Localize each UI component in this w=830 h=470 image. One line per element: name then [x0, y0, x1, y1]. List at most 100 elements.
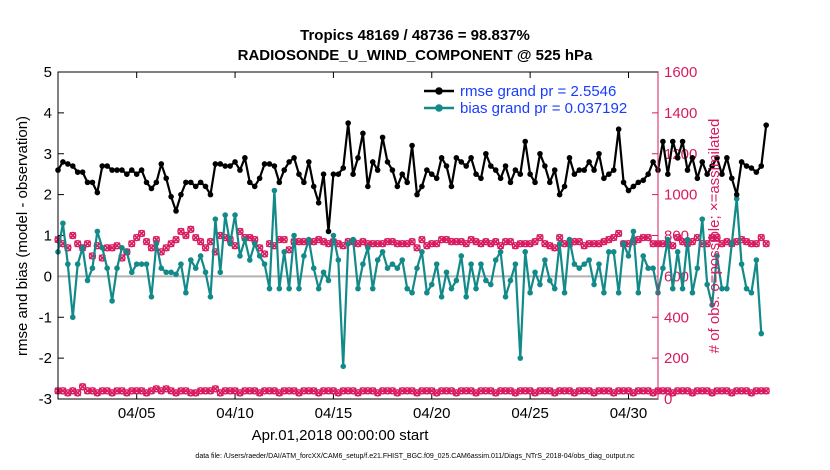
bias-point [84, 277, 91, 284]
obs-assimilated-point [83, 240, 92, 248]
x-tick-label: 04/20 [413, 405, 451, 422]
bias-point [561, 289, 568, 296]
rmse-point [625, 187, 632, 194]
bias-point [650, 265, 656, 272]
bias-point [522, 249, 529, 255]
y-axis-right-label: # of obs: o=possible; ×=assimilated [706, 119, 723, 354]
obs-possible-point [442, 387, 451, 395]
rmse-point [635, 179, 642, 186]
rmse-point [286, 159, 292, 165]
bias-point [620, 240, 627, 247]
rmse-point [192, 183, 199, 190]
obs-possible-point [614, 387, 623, 395]
obs-possible-point [73, 239, 82, 248]
obs-possible-point [241, 387, 249, 395]
bias-point [601, 289, 607, 296]
rmse-point [517, 171, 524, 177]
rmse-point [143, 179, 150, 186]
bias-point [281, 249, 288, 255]
rmse-point [138, 167, 145, 173]
bias-point [547, 277, 553, 284]
x-axis-ticks: 04/05 04/10 04/15 04/20 04/25 04/30 [118, 72, 647, 422]
bias-point [217, 269, 224, 276]
rmse-point [576, 167, 583, 173]
bias-point [350, 236, 356, 243]
bias-point [551, 285, 558, 292]
obs-possible-point [83, 239, 92, 248]
rmse-point [719, 171, 725, 177]
y-tick-label: 5 [44, 64, 52, 81]
rmse-point [148, 185, 155, 192]
rmse-point [433, 175, 440, 182]
obs-assimilated-point [182, 231, 190, 240]
bias-point [301, 253, 307, 259]
x-tick-label: 04/25 [511, 405, 549, 422]
rmse-point [320, 171, 327, 177]
rmse-point [114, 167, 120, 173]
bias-point [173, 271, 179, 278]
obs-possible-point [423, 387, 431, 395]
rmse-point [212, 161, 219, 167]
y-right-tick-label: 1600 [664, 64, 697, 81]
obs-assimilated-point [69, 231, 77, 240]
bias-point [758, 330, 765, 337]
obs-possible-point [113, 242, 121, 250]
bias-point [251, 240, 258, 247]
obs-assimilated-point [187, 225, 195, 233]
rmse-point [281, 167, 288, 173]
bias-point [119, 244, 125, 251]
rmse-point [197, 179, 204, 186]
rmse-point [158, 161, 165, 167]
rmse-point [355, 155, 361, 161]
bias-point [424, 289, 430, 296]
obs-possible-point [196, 237, 205, 246]
obs-possible-point [383, 237, 392, 246]
bias-point [625, 253, 632, 259]
obs-possible-point [113, 387, 121, 395]
rmse-point [109, 167, 115, 173]
bias-point [586, 257, 592, 263]
bias-point [542, 257, 548, 263]
rmse-point [276, 179, 283, 186]
rmse-point [168, 193, 174, 200]
obs-possible-point [585, 239, 593, 248]
obs-possible-point [187, 389, 195, 397]
bias-point [458, 253, 465, 259]
obs-possible-point [575, 387, 584, 395]
rmse-point [266, 161, 273, 167]
plot-area [58, 72, 658, 399]
bias-point [360, 261, 366, 267]
obs-possible-point [516, 239, 524, 248]
obs-possible-point [280, 235, 288, 244]
y-tick-label: -1 [39, 309, 52, 326]
bias-point [610, 249, 617, 255]
bias-point [753, 257, 760, 263]
bias-point [532, 269, 538, 276]
obs-possible-point [432, 239, 441, 248]
obs-assimilated-point [142, 238, 151, 246]
obs-possible-point [260, 250, 269, 258]
obs-possible-point [752, 387, 761, 395]
rmse-point [733, 191, 740, 198]
obs-possible-point [541, 387, 549, 395]
obs-possible-point [177, 387, 185, 395]
obs-possible-point [378, 387, 387, 395]
rmse-point [99, 163, 106, 169]
obs-possible-point [339, 387, 347, 395]
obs-possible-point [614, 229, 623, 238]
rmse-point [507, 179, 514, 186]
bias-point [399, 257, 406, 263]
rmse-point [669, 138, 676, 145]
bias-point [502, 294, 509, 300]
rmse-point [453, 155, 460, 161]
rmse-point [251, 183, 258, 190]
rmse-point [758, 163, 765, 169]
rmse-point [753, 169, 760, 175]
rmse-point [606, 171, 612, 177]
x-axis-label: Apr.01,2018 00:00:00 start [252, 427, 430, 444]
obs-assimilated-point [260, 250, 269, 258]
bias-point [674, 249, 681, 255]
rmse-point [571, 171, 578, 177]
bias-point [306, 236, 312, 243]
bias-point [566, 236, 573, 243]
